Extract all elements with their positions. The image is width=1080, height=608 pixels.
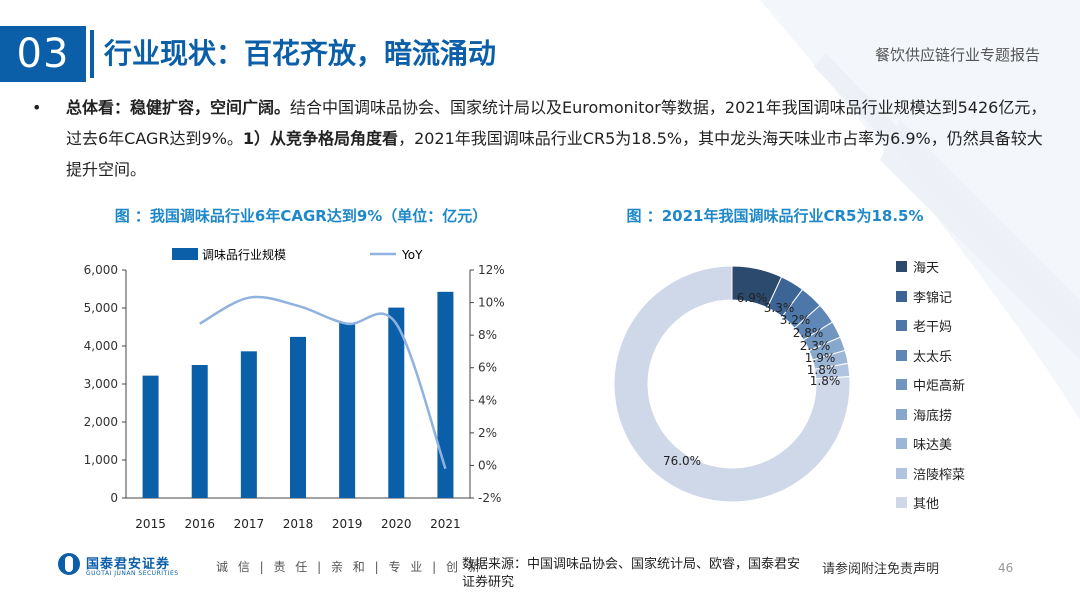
legend-swatch-bar (172, 248, 198, 260)
bar-2021 (437, 291, 454, 498)
legend-label: 李锦记 (913, 290, 953, 306)
x-tick-label: 2021 (430, 517, 461, 531)
y2-tick-label: -2% (478, 491, 501, 505)
legend-label: 涪陵榨菜 (913, 467, 966, 483)
legend-swatch (896, 349, 907, 361)
x-tick-label: 2017 (234, 517, 265, 531)
legend-item: 中炬高新 (896, 370, 965, 400)
bar-2019 (339, 322, 356, 498)
bar-chart: 0 1,000 2,000 3,000 4,000 5,000 6,000 -2% 0% 2% 4%… (84, 247, 505, 531)
summary-text-1: 结合中国调味品协会、国家统计局以及Euromonitor等数据，2021年我国调… (66, 98, 1047, 148)
y-tick-label: 0 (110, 491, 118, 505)
summary-paragraph: 总体看：稳健扩容，空间广阔。结合中国调味品协会、国家统计局以及Euromonit… (66, 92, 1056, 185)
legend-label: 海底捞 (913, 408, 953, 424)
y2-tick-label: 6% (478, 361, 497, 375)
legend-swatch (896, 261, 907, 273)
legend-label-bar: 调味品行业规模 (202, 247, 286, 262)
page-title: 行业现状：百花齐放，暗流涌动 (104, 37, 497, 70)
y2-tick-label: 4% (478, 393, 497, 407)
summary-text-2: ，2021年我国调味品行业CR5为18.5%，其中龙头海天味业市占率为6.9%，… (66, 129, 1043, 179)
x-tick-label: 2015 (135, 517, 166, 531)
donut-value-label: 1.9% (805, 351, 836, 365)
data-source: 数据来源：中国调味品协会、国家统计局、欧睿，国泰君安证券研究 (462, 557, 801, 590)
footer-brand-en: GUOTAI JUNAN SECURITIES (86, 570, 179, 577)
bar-2016 (191, 365, 208, 498)
y-tick-label: 4,000 (84, 339, 118, 353)
bar-chart-title: 图 ：我国调味品行业6年CAGR达到9%（单位：亿元） (114, 207, 488, 225)
legend-item: 海底捞 (896, 400, 965, 430)
legend-item: 涪陵榨菜 (896, 459, 965, 489)
y-tick-label: 5,000 (84, 301, 118, 315)
x-tick-label: 2018 (283, 517, 314, 531)
donut-value-label: 1.8% (810, 374, 841, 388)
donut-value-label: 76.0% (663, 454, 701, 468)
page-number: 46 (998, 561, 1014, 575)
x-tick-label: 2019 (332, 517, 363, 531)
bullet-icon: • (32, 98, 42, 117)
donut-legend: 海天李锦记老干妈太太乐中炬高新海底捞味达美涪陵榨菜其他 (896, 252, 965, 518)
x-tick-label: 2016 (184, 517, 215, 531)
y2-tick-label: 8% (478, 328, 497, 342)
legend-swatch (896, 467, 907, 479)
donut-value-label: 3.2% (780, 313, 811, 327)
donut-value-label: 1.8% (807, 363, 838, 377)
legend-swatch (896, 320, 907, 332)
legend-item: 其他 (896, 488, 965, 518)
legend-swatch (896, 497, 907, 509)
y-tick-label: 3,000 (84, 377, 118, 391)
donut-slice-8 (613, 265, 851, 503)
pie-chart-title: 图 ：2021年我国调味品行业CR5为18.5% (626, 207, 924, 225)
y2-tick-label: 2% (478, 426, 497, 440)
legend-swatch (896, 379, 907, 391)
donut-value-label: 3.3% (764, 301, 795, 315)
disclaimer: 请参阅附注免责声明 (822, 562, 940, 577)
yoy-line (199, 295, 447, 470)
brand-logo-icon (58, 553, 80, 575)
x-tick-label: 2020 (381, 517, 412, 531)
y2-tick-label: 10% (478, 296, 505, 310)
bar-2015 (142, 375, 159, 498)
title-accent-bar (90, 30, 94, 78)
legend-label: 味达美 (913, 438, 953, 454)
legend-label: 太太乐 (913, 349, 953, 365)
donut-value-label: 2.8% (793, 326, 824, 340)
legend-label: 老干妈 (913, 320, 953, 336)
report-name: 餐饮供应链行业专题报告 (874, 46, 1040, 64)
footer-motto: 诚 信 | 责 任 | 亲 和 | 专 业 | 创 新 (216, 560, 483, 574)
legend-item: 老干妈 (896, 311, 965, 341)
section-number: 03 (0, 26, 86, 82)
legend-item: 味达美 (896, 429, 965, 459)
legend-label: 其他 (913, 497, 940, 513)
bar-2018 (290, 336, 306, 498)
legend-item: 海天 (896, 252, 965, 282)
legend-item: 李锦记 (896, 282, 965, 312)
donut-value-label: 2.3% (800, 339, 831, 353)
legend-label-line: YoY (401, 248, 423, 262)
legend-label: 海天 (913, 261, 940, 277)
y2-tick-label: 0% (478, 458, 497, 472)
donut-value-label: 6.9% (737, 291, 768, 305)
legend-swatch (896, 438, 907, 450)
footer-brand: 国泰君安证券 (86, 557, 171, 572)
bar-2020 (388, 307, 405, 498)
legend-swatch (896, 290, 907, 302)
y-tick-label: 6,000 (84, 263, 118, 277)
y2-tick-label: 12% (478, 263, 505, 277)
legend-swatch (896, 408, 907, 420)
donut-chart: 6.9%3.3%3.2%2.8%2.3%1.9%1.8%1.8%76.0% (613, 265, 851, 503)
legend-label: 中炬高新 (913, 379, 966, 395)
summary-lead: 总体看：稳健扩容，空间广阔。 (66, 98, 291, 117)
bar-2017 (240, 351, 257, 498)
y-tick-label: 2,000 (84, 415, 118, 429)
summary-lead-2: 1）从竞争格局角度看 (242, 129, 399, 148)
legend-item: 太太乐 (896, 341, 965, 371)
y-tick-label: 1,000 (84, 453, 118, 467)
